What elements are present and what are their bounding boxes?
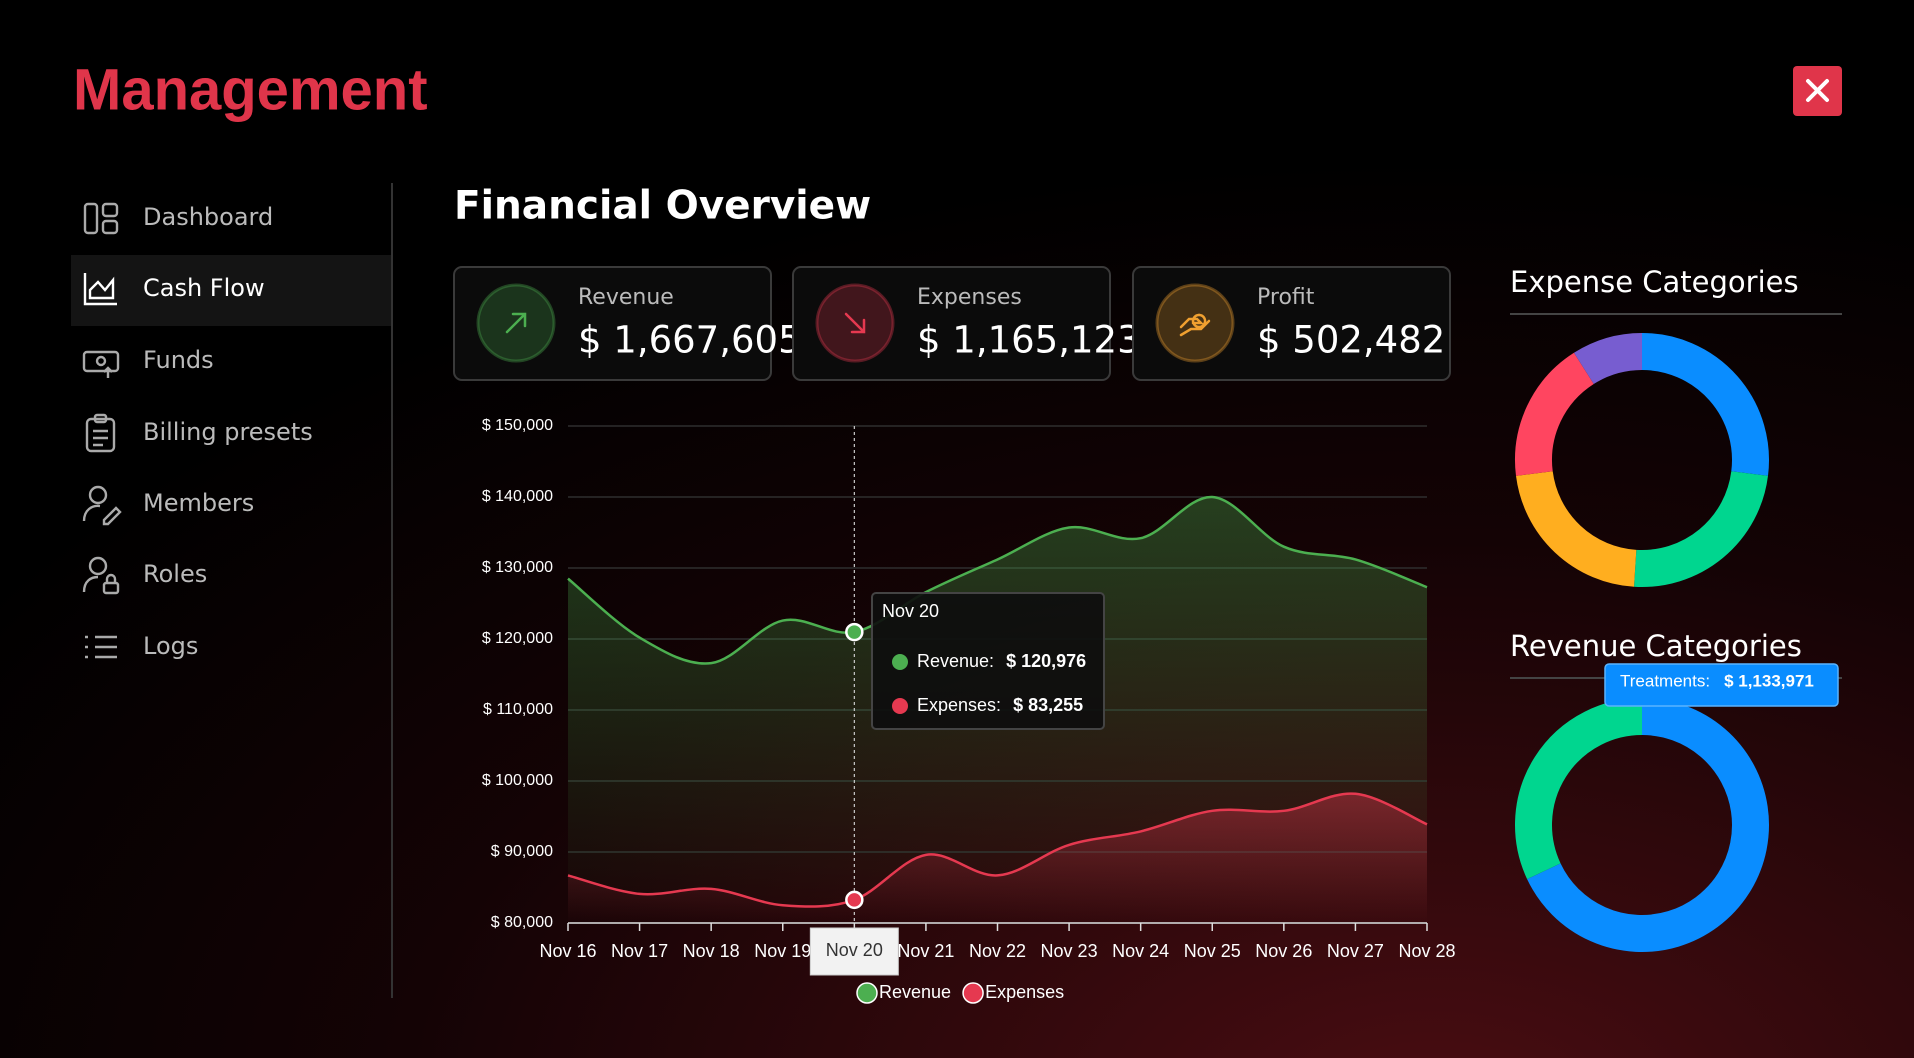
x-tick-label: Nov 17 (611, 941, 668, 961)
icon-cashflow (83, 273, 117, 306)
stats: Revenue $ 1,667,605 Expenses $ 1,165,123 Pro… (453, 266, 1451, 381)
icon-members (82, 485, 122, 526)
donut-segment[interactable] (1515, 352, 1595, 476)
tooltip-label: Expenses: (917, 695, 1001, 715)
legend-label[interactable]: Expenses (985, 982, 1064, 1002)
x-tick-label: Nov 22 (969, 941, 1026, 961)
nav-item[interactable]: Logs (143, 632, 198, 660)
app-title: Management (73, 57, 428, 122)
tooltip-value: $ 120,976 (1006, 651, 1086, 671)
nav-item[interactable]: Cash Flow (143, 274, 265, 302)
active-nav-bg (71, 255, 391, 326)
legend-marker[interactable] (856, 982, 878, 1004)
icon-dashboard (83, 202, 119, 235)
stat-icon (505, 312, 527, 334)
close-icon[interactable] (1806, 79, 1829, 102)
stat-icon (1179, 313, 1211, 337)
x-tick-label: Nov 26 (1255, 941, 1312, 961)
x-tick-label: Nov 18 (683, 941, 740, 961)
icon-logs (85, 635, 117, 659)
stat-card (792, 266, 1111, 381)
y-tick-label: $ 120,000 (482, 630, 553, 647)
line (567, 495, 1428, 665)
x-hover-label: Nov 20 (826, 940, 883, 960)
nav-item[interactable]: Members (143, 489, 254, 517)
stat-icon (844, 312, 866, 334)
nav: Dashboard Cash Flow Funds Billing presets Me… (143, 203, 313, 660)
tooltip-label: Revenue: (917, 651, 994, 671)
y-tick-label: $ 130,000 (482, 559, 553, 576)
icon-billing (85, 413, 116, 453)
donut-segment[interactable] (1641, 333, 1769, 476)
stat-value: $ 1,667,605 (578, 319, 802, 362)
donut-title: Revenue Categories (1510, 629, 1802, 663)
tooltip (871, 592, 1105, 730)
donut-segment[interactable] (1634, 470, 1768, 587)
hover-point (845, 890, 864, 910)
x-tick-label: Nov 27 (1327, 941, 1384, 961)
stat-value: $ 1,165,123 (917, 319, 1141, 362)
x-tick-label: Nov 23 (1041, 941, 1098, 961)
x-tick-label: Nov 16 (539, 941, 596, 961)
donut-segment[interactable] (1527, 698, 1769, 952)
donut-segment[interactable] (1573, 333, 1643, 385)
nav-item[interactable]: Roles (143, 560, 207, 588)
y-tick-label: $ 80,000 (491, 914, 553, 931)
donut-title: Expense Categories (1510, 265, 1799, 299)
hover-point (845, 622, 864, 642)
donut-tooltip-value: $ 1,133,971 (1724, 671, 1814, 690)
y-tick-label: $ 150,000 (482, 417, 553, 434)
nav-icons (82, 202, 122, 659)
stat-label: Profit (1257, 285, 1315, 310)
nav-item[interactable]: Funds (143, 346, 214, 374)
donut-tooltip (1604, 663, 1839, 707)
tooltip-marker (892, 698, 908, 714)
y-tick-label: $ 140,000 (482, 488, 553, 505)
donut-segment[interactable] (1515, 698, 1643, 880)
x-tick-label: Nov 24 (1112, 941, 1169, 961)
charts: $ 80,000 $ 90,000 $ 100,000 $ 110,000 $ 120,… (482, 265, 1842, 1004)
nav-item[interactable]: Dashboard (143, 203, 273, 231)
y-tick-label: $ 90,000 (491, 843, 553, 860)
stat-card (453, 266, 772, 381)
stat-label: Revenue (578, 285, 674, 310)
stat-label: Expenses (917, 285, 1022, 310)
line (567, 792, 1428, 908)
nav-item[interactable]: Billing presets (143, 418, 313, 446)
x-hover-badge (809, 927, 899, 976)
tooltip-title: Nov 20 (882, 601, 939, 621)
y-tick-label: $ 110,000 (483, 701, 553, 718)
area (568, 793, 1427, 923)
page-title: Financial Overview (454, 184, 871, 229)
y-tick-label: $ 100,000 (482, 772, 553, 789)
x-tick-label: Nov 25 (1184, 941, 1241, 961)
icon-roles (82, 556, 120, 595)
x-tick-label: Nov 28 (1398, 941, 1455, 961)
tooltip-marker (892, 654, 908, 670)
legend-label[interactable]: Revenue (879, 982, 951, 1002)
donut-tooltip-label: Treatments: (1620, 671, 1710, 690)
tooltip-value: $ 83,255 (1013, 695, 1083, 715)
x-tick-label: Nov 21 (897, 941, 954, 961)
donut-segment[interactable] (1516, 470, 1637, 587)
legend-marker[interactable] (962, 982, 984, 1004)
stat-value: $ 502,482 (1257, 319, 1445, 362)
x-tick-label: Nov 19 (754, 941, 811, 961)
icon-funds (82, 350, 120, 378)
close-button[interactable] (1793, 66, 1842, 116)
stat-card (1132, 266, 1451, 381)
